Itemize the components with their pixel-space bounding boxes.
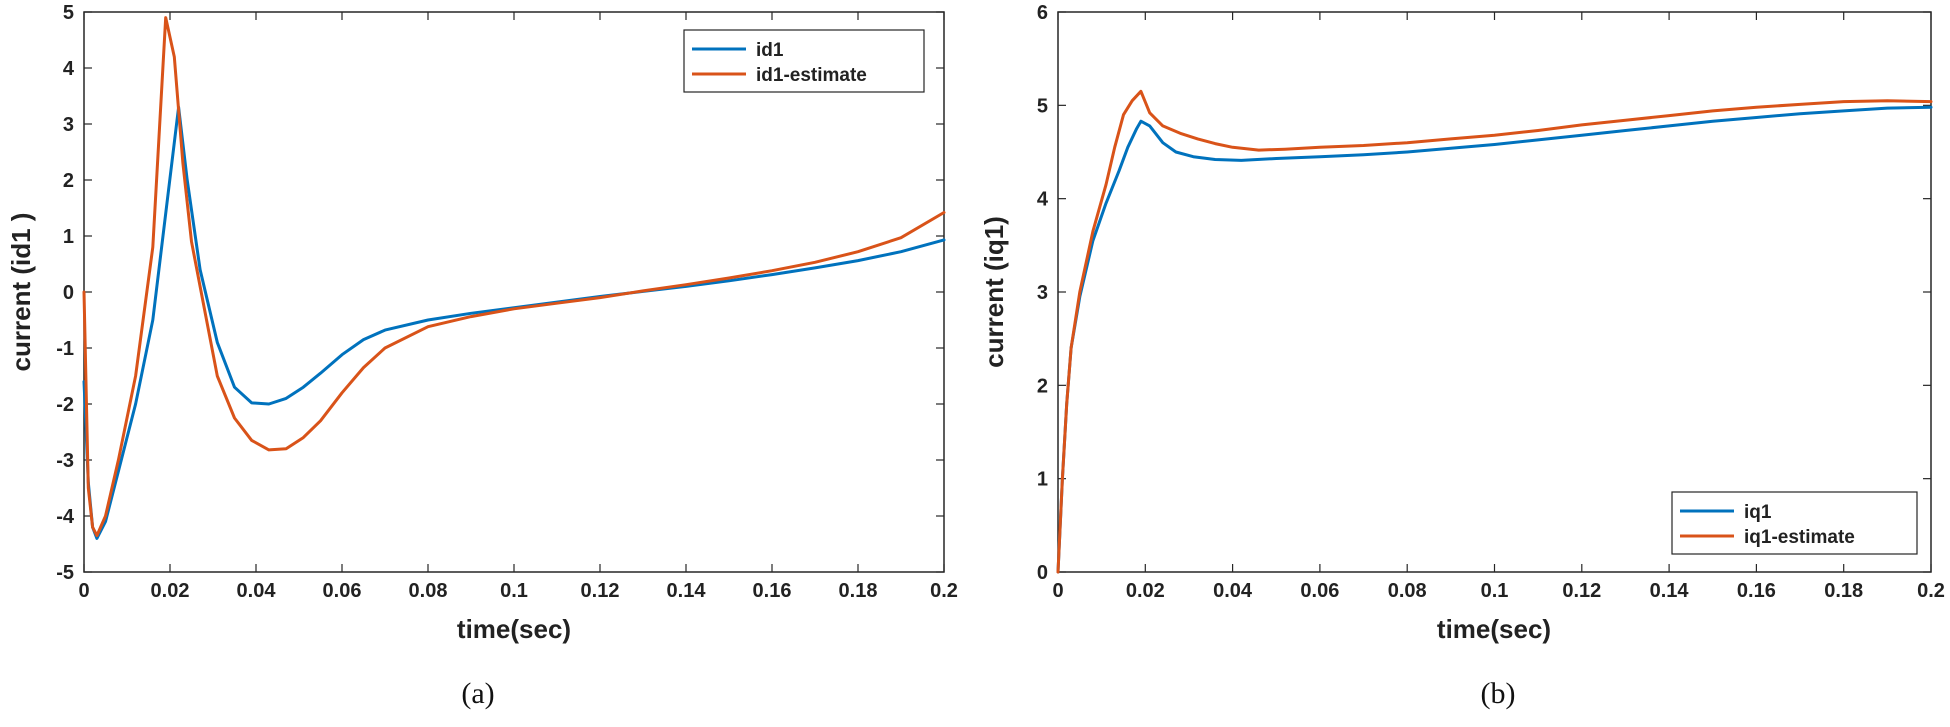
y-tick-label-b: 1 bbox=[1037, 469, 1048, 491]
y-axis-label-a: current (id1 ) bbox=[6, 213, 36, 372]
series-line-b-actual bbox=[1056, 105, 1933, 574]
series-line-b-estimate bbox=[1056, 89, 1933, 574]
x-tick-label-b: 0.16 bbox=[1737, 580, 1776, 602]
x-tick-label-b: 0.12 bbox=[1562, 580, 1601, 602]
x-tick-label-a: 0.08 bbox=[409, 580, 448, 602]
x-tick-label-a: 0.02 bbox=[151, 580, 190, 602]
x-tick-label-a: 0.12 bbox=[581, 580, 620, 602]
legend-box-b bbox=[1671, 491, 1918, 555]
series-line-a-estimate bbox=[82, 16, 946, 538]
chart-b: 0 0.02 0.04 0.06 0.08 0.1 0.12 0.14 0.16 0.18 0.2 0… bbox=[979, 2, 1945, 710]
chart-a: 0 0.02 0.04 0.06 0.08 0.1 0.12 0.14 0.16 0.18 0.2 -… bbox=[6, 2, 958, 710]
legend-label-a-1: id1-estimate bbox=[756, 65, 867, 86]
x-tick-label-b: 0.18 bbox=[1824, 580, 1863, 602]
x-tick-label-a: 0.14 bbox=[667, 580, 707, 602]
x-axis-label-a: time(sec) bbox=[457, 614, 571, 644]
x-tick-label-b: 0.02 bbox=[1126, 580, 1165, 602]
legend-label-b-0: iq1 bbox=[1744, 502, 1772, 523]
legend-label-a-0: id1 bbox=[756, 40, 784, 61]
x-tick-label-b: 0 bbox=[1052, 580, 1063, 602]
x-tick-label-b: 0.08 bbox=[1388, 580, 1427, 602]
y-tick-label-b: 3 bbox=[1037, 282, 1048, 304]
x-tick-label-b: 0.06 bbox=[1300, 580, 1339, 602]
x-tick-label-a: 0 bbox=[78, 580, 89, 602]
y-tick-label-a: -3 bbox=[56, 450, 74, 472]
y-tick-label-b: 2 bbox=[1037, 375, 1048, 397]
plot-area-b bbox=[1057, 11, 1932, 573]
y-tick-label-a: -4 bbox=[56, 506, 75, 528]
series-line-a-actual bbox=[82, 105, 946, 540]
y-tick-label-a: 4 bbox=[63, 58, 75, 80]
y-tick-label-a: -2 bbox=[56, 394, 74, 416]
y-tick-label-a: 2 bbox=[63, 170, 74, 192]
x-tick-label-b: 0.04 bbox=[1213, 580, 1253, 602]
caption-a: (a) bbox=[461, 677, 494, 710]
y-tick-label-b: 4 bbox=[1037, 189, 1049, 211]
y-tick-label-a: -5 bbox=[56, 562, 74, 584]
y-tick-label-b: 5 bbox=[1037, 95, 1048, 117]
x-tick-label-b: 0.14 bbox=[1650, 580, 1690, 602]
y-tick-label-a: 3 bbox=[63, 114, 74, 136]
y-tick-label-a: 1 bbox=[63, 226, 74, 248]
y-tick-label-a: 5 bbox=[63, 2, 74, 24]
x-tick-label-a: 0.06 bbox=[323, 580, 362, 602]
x-tick-label-b: 0.2 bbox=[1917, 580, 1945, 602]
plot-area-a bbox=[83, 11, 945, 573]
caption-b: (b) bbox=[1481, 677, 1516, 710]
x-tick-label-a: 0.04 bbox=[237, 580, 277, 602]
y-axis-label-b: current (iq1) bbox=[979, 216, 1009, 368]
x-tick-label-a: 0.16 bbox=[753, 580, 792, 602]
y-tick-label-a: -1 bbox=[56, 338, 74, 360]
y-tick-label-b: 0 bbox=[1037, 562, 1048, 584]
x-tick-label-a: 0.2 bbox=[930, 580, 958, 602]
y-tick-label-a: 0 bbox=[63, 282, 74, 304]
x-tick-label-b: 0.1 bbox=[1481, 580, 1509, 602]
x-tick-label-a: 0.18 bbox=[839, 580, 878, 602]
y-tick-label-b: 6 bbox=[1037, 2, 1048, 24]
x-axis-label-b: time(sec) bbox=[1437, 614, 1551, 644]
x-tick-label-a: 0.1 bbox=[500, 580, 528, 602]
legend-label-b-1: iq1-estimate bbox=[1744, 527, 1855, 548]
legend-box-a bbox=[683, 29, 925, 93]
